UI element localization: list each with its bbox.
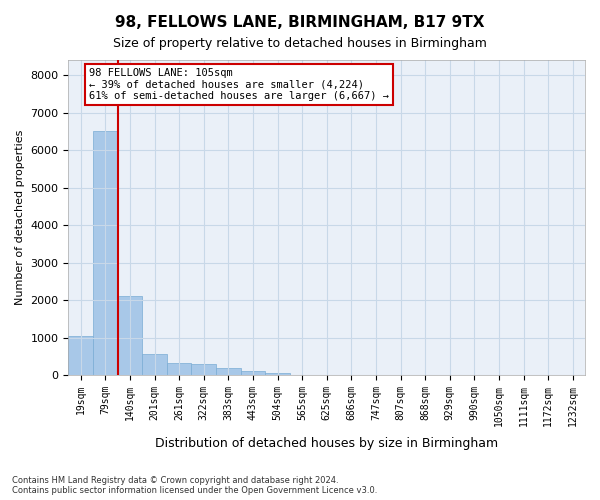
Text: Contains HM Land Registry data © Crown copyright and database right 2024.
Contai: Contains HM Land Registry data © Crown c… <box>12 476 377 495</box>
Text: 98 FELLOWS LANE: 105sqm
← 39% of detached houses are smaller (4,224)
61% of semi: 98 FELLOWS LANE: 105sqm ← 39% of detache… <box>89 68 389 101</box>
Bar <box>265 373 290 375</box>
Bar <box>241 370 265 375</box>
Bar <box>191 364 216 375</box>
Bar <box>216 368 241 375</box>
Bar <box>167 363 191 375</box>
Bar <box>68 336 93 375</box>
Bar <box>93 132 118 375</box>
Text: 98, FELLOWS LANE, BIRMINGHAM, B17 9TX: 98, FELLOWS LANE, BIRMINGHAM, B17 9TX <box>115 15 485 30</box>
Bar <box>142 354 167 375</box>
Bar <box>118 296 142 375</box>
X-axis label: Distribution of detached houses by size in Birmingham: Distribution of detached houses by size … <box>155 437 498 450</box>
Text: Size of property relative to detached houses in Birmingham: Size of property relative to detached ho… <box>113 38 487 51</box>
Y-axis label: Number of detached properties: Number of detached properties <box>15 130 25 305</box>
